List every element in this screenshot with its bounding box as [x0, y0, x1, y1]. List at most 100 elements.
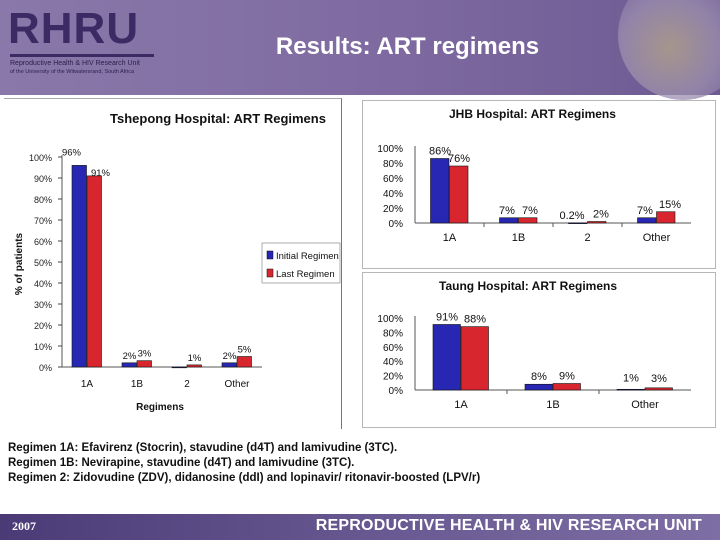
taung-ytick-label: 20%	[383, 372, 403, 383]
logo-affiliation: of the University of the Witwatersrand, …	[10, 69, 135, 75]
taung-ytick-label: 40%	[383, 357, 403, 368]
jhb-ytick-label: 0%	[389, 219, 404, 230]
jhb-bar-initial	[637, 217, 657, 224]
tshepong-bar-initial	[71, 165, 87, 368]
rhru-logo: RHRU Reproductive Health & HIV Research …	[8, 4, 158, 75]
chart-taung: Taung Hospital: ART Regimens 0% 20% 40% 60% 8…	[362, 272, 716, 428]
jhb-category-label: 1A	[443, 232, 457, 244]
taung-ytick-label: 80%	[383, 328, 403, 339]
tshepong-category-label: 1B	[131, 379, 144, 390]
jhb-category-label: 1B	[512, 232, 525, 244]
jhb-data-label: 2%	[593, 209, 609, 221]
jhb-data-label: 7%	[499, 205, 515, 217]
logo-rule	[10, 54, 154, 57]
tshepong-ytick-label: 30%	[34, 300, 52, 310]
taung-data-label: 1%	[623, 372, 639, 384]
jhb-data-label: 15%	[659, 199, 681, 211]
tshepong-ytick-label: 20%	[34, 321, 52, 331]
tshepong-title: Tshepong Hospital: ART Regimens	[110, 111, 326, 126]
jhb-bar-last	[656, 211, 676, 224]
jhb-bar-last	[587, 221, 607, 224]
chart-taung-svg: Taung Hospital: ART Regimens 0% 20% 40% 60% 8…	[377, 279, 691, 411]
tshepong-bar-last	[236, 356, 252, 368]
slide-header: RHRU Reproductive Health & HIV Research …	[0, 0, 720, 100]
tshepong-bar-initial	[221, 362, 237, 368]
tshepong-ytick-label: 70%	[34, 216, 52, 226]
jhb-ytick-label: 100%	[377, 144, 403, 155]
taung-bar-last	[552, 383, 581, 391]
note-regimen-2: Regimen 2: Zidovudine (ZDV), didanosine …	[8, 472, 481, 484]
logo-subtitle: Reproductive Health & HIV Research Unit	[10, 60, 140, 67]
taung-data-label: 91%	[436, 311, 458, 323]
tshepong-bar-last	[86, 175, 102, 368]
slide-footer: 2007 REPRODUCTIVE HEALTH & HIV RESEARCH …	[0, 514, 720, 540]
tshepong-ytick-label: 60%	[34, 237, 52, 247]
tshepong-data-label: 96%	[62, 147, 82, 158]
tshepong-ytick-label: 0%	[39, 363, 52, 373]
tshepong-bar-initial	[171, 366, 187, 369]
tshepong-bar-last	[136, 360, 152, 368]
tshepong-x-axis-title: Regimens	[136, 402, 184, 413]
jhb-category-label: Other	[643, 232, 671, 244]
taung-data-label: 9%	[559, 371, 575, 383]
jhb-data-label: 7%	[637, 205, 653, 217]
tshepong-ytick-label: 40%	[34, 279, 52, 289]
chart-tshepong: Tshepong Hospital: ART Regimens 0% 10% 20% 3…	[4, 98, 342, 429]
jhb-bar-initial	[568, 222, 588, 224]
tshepong-ytick-label: 90%	[34, 174, 52, 184]
regimen-notes: Regimen 1A: Efavirenz (Stocrin), stavudi…	[8, 442, 708, 487]
taung-bar-initial	[616, 388, 645, 391]
tshepong-ytick-label: 80%	[34, 195, 52, 205]
chart-jhb-svg: JHB Hospital: ART Regimens 0% 20% 40% 60% 80%…	[377, 107, 691, 244]
tshepong-data-label: 1%	[188, 353, 202, 364]
jhb-ytick-label: 20%	[383, 204, 403, 215]
taung-bar-last	[460, 326, 489, 391]
tshepong-ytick-label: 50%	[34, 258, 52, 268]
jhb-data-label: 0.2%	[559, 210, 584, 222]
tshepong-category-label: 2	[184, 379, 190, 390]
taung-data-label: 88%	[464, 314, 486, 326]
tshepong-legend-label: Initial Regimen	[276, 251, 339, 262]
logo-wordmark: RHRU	[8, 4, 140, 53]
taung-bar-last	[644, 387, 673, 391]
jhb-bar-initial	[499, 217, 519, 224]
tshepong-legend-label: Last Regimen	[276, 269, 335, 280]
jhb-data-label: 7%	[522, 205, 538, 217]
jhb-data-label: 86%	[429, 146, 451, 158]
jhb-bar-initial	[430, 158, 450, 224]
chart-jhb: JHB Hospital: ART Regimens 0% 20% 40% 60% 80%…	[362, 100, 716, 269]
tshepong-ytick-label: 100%	[29, 153, 52, 163]
taung-data-label: 3%	[651, 373, 667, 385]
taung-bar-initial	[524, 383, 553, 391]
note-regimen-1a: Regimen 1A: Efavirenz (Stocrin), stavudi…	[8, 442, 398, 454]
tshepong-category-label: Other	[224, 379, 250, 390]
jhb-ytick-label: 80%	[383, 159, 403, 170]
tshepong-category-label: 1A	[81, 379, 94, 390]
taung-ytick-label: 0%	[389, 386, 404, 397]
jhb-ytick-label: 60%	[383, 174, 403, 185]
taung-bar-initial	[432, 324, 461, 391]
taung-data-label: 8%	[531, 371, 547, 383]
note-regimen-1b: Regimen 1B: Nevirapine, stavudine (d4T) …	[8, 457, 355, 469]
jhb-bar-last	[518, 217, 538, 224]
tshepong-data-label: 2%	[123, 351, 137, 362]
tshepong-bar-last	[186, 364, 202, 368]
taung-ytick-label: 100%	[377, 314, 403, 325]
jhb-data-label: 76%	[448, 153, 470, 165]
tshepong-data-label: 91%	[91, 168, 111, 179]
footer-year: 2007	[12, 519, 36, 533]
footer-unit-name: REPRODUCTIVE HEALTH & HIV RESEARCH UNIT	[315, 517, 702, 534]
tshepong-legend	[261, 242, 341, 284]
tshepong-data-label: 3%	[138, 349, 152, 360]
taung-ytick-label: 60%	[383, 343, 403, 354]
jhb-category-label: 2	[584, 232, 590, 244]
tshepong-data-label: 5%	[238, 345, 252, 356]
jhb-ytick-label: 40%	[383, 189, 403, 200]
tshepong-y-axis-title: % of patients	[14, 232, 25, 295]
jhb-title: JHB Hospital: ART Regimens	[449, 107, 616, 121]
tshepong-legend-swatch	[266, 250, 274, 260]
taung-title: Taung Hospital: ART Regimens	[439, 279, 617, 293]
taung-category-label: Other	[631, 399, 659, 411]
tshepong-legend-swatch	[266, 268, 274, 278]
chart-tshepong-svg: Tshepong Hospital: ART Regimens 0% 10% 20% 3…	[14, 111, 341, 413]
